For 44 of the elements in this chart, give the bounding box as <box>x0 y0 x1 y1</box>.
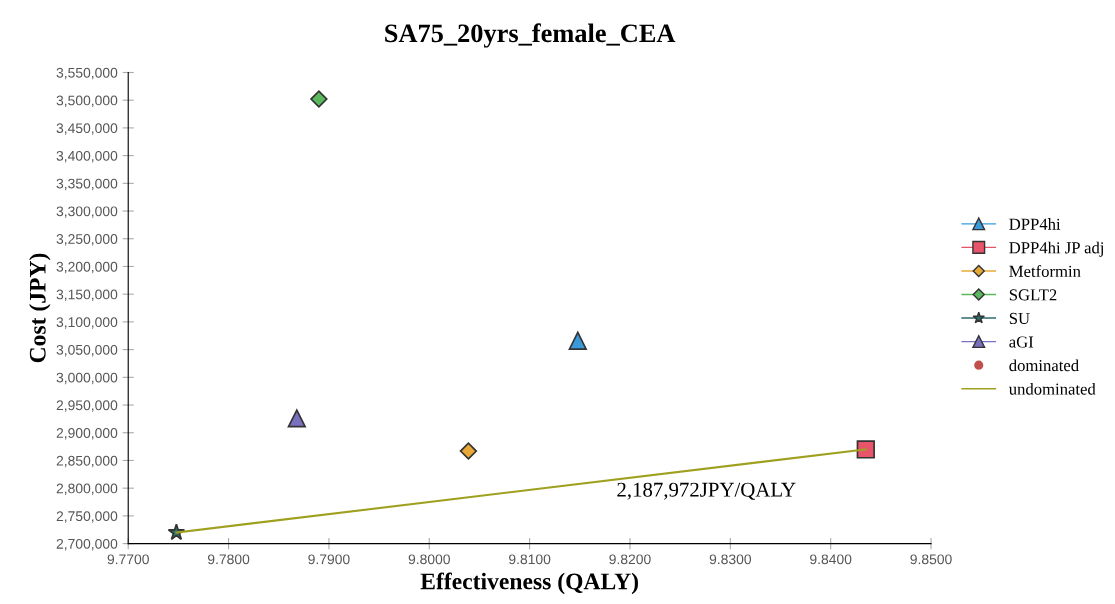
y-tick-label: 2,700,000 <box>56 538 118 551</box>
point <box>310 90 328 108</box>
x-tick-label: 9.8100 <box>509 554 551 565</box>
point <box>459 442 478 460</box>
y-tick-label: 3,450,000 <box>56 123 118 135</box>
x-tick-label: 9.8400 <box>810 554 852 565</box>
legend-label: DPP4hi <box>1009 218 1061 230</box>
legend-label: SGLT2 <box>1009 289 1057 301</box>
point <box>856 440 875 459</box>
y-tick-label: 3,300,000 <box>56 206 118 218</box>
x-tick-label: 9.8000 <box>408 554 450 565</box>
y-tick-label: 3,250,000 <box>56 234 118 246</box>
y-tick-label: 2,900,000 <box>56 428 118 440</box>
y-tick-label: 3,000,000 <box>56 372 118 385</box>
legend-label: undominated <box>1008 382 1096 395</box>
x-axis-title: Effectiveness (QALY) <box>420 572 638 595</box>
legend-label: aGI <box>1009 336 1034 348</box>
legend-label: DPP4hi JP adj <box>1009 241 1104 257</box>
y-tick-label: 3,550,000 <box>56 67 118 80</box>
y-tick-label: 3,500,000 <box>56 95 118 107</box>
legend-label: Metformin <box>1009 265 1081 277</box>
y-tick-label: 2,750,000 <box>56 511 118 523</box>
y-tick-label: 2,850,000 <box>56 455 118 468</box>
x-tick-label: 9.8200 <box>609 554 651 565</box>
x-tick-label: 9.8300 <box>709 554 752 565</box>
y-axis-title: Cost (JPY) <box>29 253 51 363</box>
y-tick-label: 2,800,000 <box>56 483 118 495</box>
y-tick-label: 3,400,000 <box>56 150 118 163</box>
y-tick-label: 3,200,000 <box>56 261 118 274</box>
legend-label: SU <box>1009 312 1030 325</box>
chart-title: SA75_20yrs_female_CEA <box>385 23 676 48</box>
x-tick-label: 9.7800 <box>207 554 250 565</box>
point <box>287 409 306 428</box>
point <box>568 331 587 350</box>
legend-label: dominated <box>1009 359 1079 372</box>
y-tick-label: 3,050,000 <box>56 344 118 357</box>
annotation: 2,187,972JPY/QALY <box>617 482 796 500</box>
x-tick-label: 9.8500 <box>910 554 952 565</box>
y-tick-label: 3,100,000 <box>56 317 118 329</box>
y-tick-label: 3,150,000 <box>56 289 118 301</box>
y-tick-label: 3,350,000 <box>56 178 118 191</box>
x-tick-label: 9.7900 <box>308 554 350 565</box>
y-tick-label: 2,950,000 <box>56 400 118 412</box>
x-tick-label: 9.7700 <box>107 554 149 565</box>
